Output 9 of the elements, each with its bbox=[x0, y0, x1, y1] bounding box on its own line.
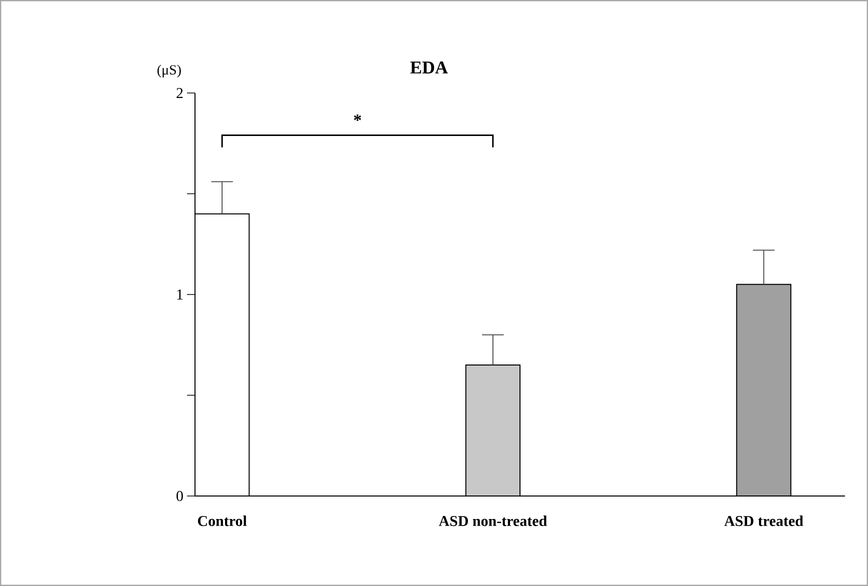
y-tick-label: 1 bbox=[177, 290, 183, 300]
chart-title: EDA bbox=[410, 62, 448, 74]
x-tick-label: ASD treated bbox=[724, 516, 804, 526]
x-tick-label: Control bbox=[198, 516, 247, 526]
y-tick-label: 0 bbox=[176, 490, 183, 502]
y-tick-label: 2 bbox=[176, 88, 183, 98]
y-axis-title: (μS) bbox=[157, 64, 181, 78]
x-tick-label: ASD non-treated bbox=[438, 516, 547, 526]
annotation: * bbox=[354, 114, 362, 121]
